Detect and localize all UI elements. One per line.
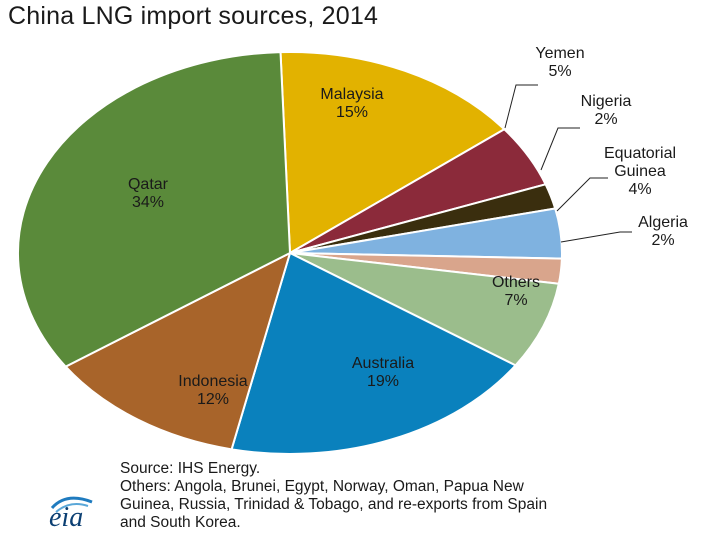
eia-logo-text: eia bbox=[49, 502, 84, 533]
leader-line-yemen bbox=[504, 84, 538, 129]
pie-slice-others bbox=[289, 252, 561, 367]
slice-label-australia: Australia 19% bbox=[352, 355, 414, 390]
slice-label-algeria: Algeria 2% bbox=[638, 214, 688, 249]
slice-label-yemen: Yemen 5% bbox=[535, 45, 584, 80]
slice-label-equatorial-guinea: Equatorial Guinea 4% bbox=[604, 145, 676, 198]
leader-line-nigeria bbox=[540, 127, 580, 171]
slice-label-others: Others 7% bbox=[492, 274, 540, 309]
leader-line-algeria bbox=[560, 231, 632, 243]
eia-logo-arcs bbox=[50, 496, 93, 513]
slice-label-indonesia: Indonesia 12% bbox=[178, 373, 247, 408]
pie-slice-qatar bbox=[16, 51, 292, 368]
eia-logo: eia bbox=[44, 494, 104, 534]
slice-label-malaysia: Malaysia 15% bbox=[320, 86, 383, 121]
pie-slice-malaysia bbox=[279, 51, 506, 255]
footnote-others-line-3: and South Korea. bbox=[120, 514, 241, 531]
footnote-others-line-1: Others: Angola, Brunei, Egypt, Norway, O… bbox=[120, 478, 524, 495]
slice-label-nigeria: Nigeria 2% bbox=[581, 93, 632, 128]
leader-line-equatorial-guinea bbox=[556, 177, 608, 212]
footnote-source: Source: IHS Energy. bbox=[120, 460, 261, 477]
chart-title: China LNG import sources, 2014 bbox=[8, 2, 379, 30]
pie-slice-australia bbox=[230, 251, 518, 455]
pie-slice-indonesia bbox=[63, 251, 292, 451]
slice-label-qatar: Qatar 34% bbox=[128, 176, 169, 211]
footnote: Source: IHS Energy. Others: Angola, Brun… bbox=[120, 460, 710, 532]
footnote-others-line-2: Guinea, Russia, Trinidad & Tobago, and r… bbox=[120, 496, 548, 513]
